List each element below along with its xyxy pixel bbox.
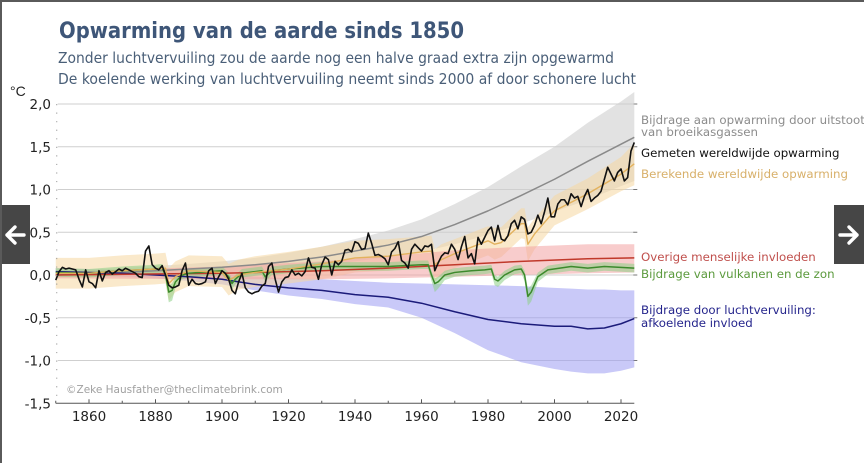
calculated-band xyxy=(55,143,635,301)
y-tick-label: 0,0 xyxy=(30,268,51,284)
series-lines xyxy=(55,136,636,330)
legend-aerosols-line-2: afkoelende invloed xyxy=(641,316,753,330)
legend-other: Overige menselijke invloeden xyxy=(641,250,816,264)
y-tick-label: 2,0 xyxy=(30,97,51,113)
y-tick-label: -0,5 xyxy=(25,311,51,327)
x-tick-label: 2020 xyxy=(604,409,638,425)
credit-text: ©Zeke Hausfather@theclimatebrink.com xyxy=(66,384,283,396)
x-tick-label: 1900 xyxy=(205,409,239,425)
legend-ghg-line-2: van broeikasgassen xyxy=(641,125,758,139)
y-tick-label: -1,5 xyxy=(25,396,51,412)
x-tick-label: 1960 xyxy=(404,409,438,425)
legend-aerosols-line-1: Bijdrage door luchtvervuiling: xyxy=(641,303,816,317)
aerosols-band xyxy=(55,268,635,374)
measured-line xyxy=(55,142,636,295)
y-tick-label: 1,0 xyxy=(30,183,51,199)
y-tick-label: -1,0 xyxy=(25,354,51,370)
legend-ghg-line-1: Bijdrage aan opwarming door uitstoot xyxy=(641,113,864,127)
y-tick-label: 0,5 xyxy=(30,225,51,241)
next-button[interactable] xyxy=(834,205,864,264)
legend-calculated: Berekende wereldwijde opwarming xyxy=(641,167,848,181)
chart-subtitle-1: Zonder luchtvervuiling zou de aarde nog … xyxy=(58,49,614,67)
arrow-left-icon xyxy=(5,224,26,245)
y-tick-label: 1,5 xyxy=(30,140,51,156)
y-axis-label: °C xyxy=(10,83,26,99)
axes: 2,0 1,5 1,0 0,5 0,0 -0,5 -1,0 -1,5 1860 1880 1900 1… xyxy=(25,97,639,425)
chart-subtitle-2: De koelende werking van luchtvervuiling … xyxy=(58,70,636,88)
x-tick-label: 1920 xyxy=(271,409,305,425)
ghg-line xyxy=(55,136,635,276)
legend-measured: Gemeten wereldwijde opwarming xyxy=(641,146,839,160)
x-tick-label: 1880 xyxy=(138,409,172,425)
calculated-line xyxy=(55,163,635,285)
previous-button[interactable] xyxy=(0,205,30,264)
chart-title: Opwarming van de aarde sinds 1850 xyxy=(59,19,464,44)
x-tick-label: 1980 xyxy=(471,409,505,425)
legend: Bijdrage aan opwarming door uitstoot van… xyxy=(641,113,864,330)
x-tick-label: 1860 xyxy=(72,409,106,425)
x-tick-label: 2000 xyxy=(537,409,571,425)
natural-line xyxy=(55,263,635,298)
arrow-right-icon xyxy=(838,224,859,245)
other-line xyxy=(55,257,635,276)
legend-natural: Bijdrage van vulkanen en de zon xyxy=(641,267,835,281)
x-tick-label: 1940 xyxy=(338,409,372,425)
